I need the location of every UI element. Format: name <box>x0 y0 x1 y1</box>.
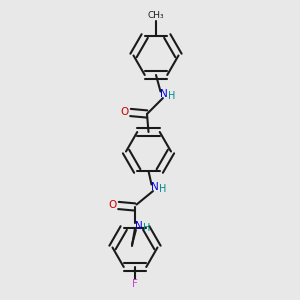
Text: H: H <box>143 223 150 233</box>
Text: N: N <box>160 89 168 100</box>
Text: CH₃: CH₃ <box>148 11 165 20</box>
Text: N: N <box>151 182 159 193</box>
Text: H: H <box>159 184 167 194</box>
Text: O: O <box>120 106 129 117</box>
Text: H: H <box>168 91 175 101</box>
Text: O: O <box>108 200 117 210</box>
Text: N: N <box>135 221 142 232</box>
Text: F: F <box>132 279 138 290</box>
